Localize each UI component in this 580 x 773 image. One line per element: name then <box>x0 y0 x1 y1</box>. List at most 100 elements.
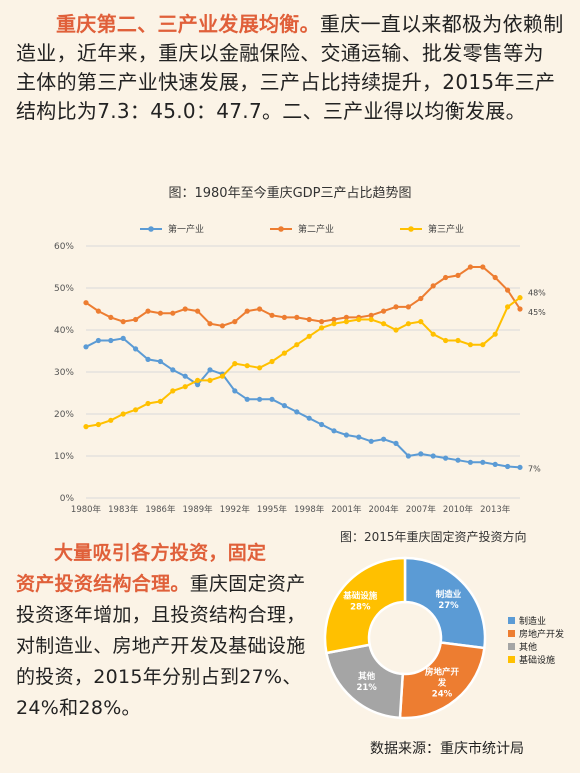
data-point <box>120 335 126 341</box>
chart1-title: 图：1980年至今重庆GDP三产占比趋势图 <box>168 186 412 201</box>
x-tick-label: 1998年 <box>294 504 325 515</box>
data-point <box>281 350 287 356</box>
data-point <box>356 316 362 323</box>
legend-marker <box>148 226 154 232</box>
data-point <box>306 333 312 339</box>
data-point <box>157 310 163 316</box>
legend-label: 房地产开发 <box>519 630 565 640</box>
data-point <box>207 321 213 327</box>
donut-slice-label: 基础设施 28% <box>342 591 378 613</box>
data-point <box>232 361 238 367</box>
data-point <box>356 434 362 440</box>
donut-slice-label: 房地产开发 24% <box>425 667 460 700</box>
donut-slice <box>398 641 486 720</box>
investment-donut-chart: 制造业 27% 房地产开发 24% 其他 21% 基础设施 28% <box>323 556 487 720</box>
data-point <box>517 295 523 301</box>
data-point <box>95 337 101 344</box>
data-point <box>306 415 312 421</box>
data-point <box>182 384 188 390</box>
data-point <box>157 398 163 404</box>
data-point <box>219 373 225 379</box>
data-point <box>120 319 126 325</box>
data-point <box>505 304 511 310</box>
data-point <box>480 342 486 348</box>
data-source: 数据来源：重庆市统计局 <box>370 741 524 757</box>
data-point <box>343 432 349 438</box>
donut-slice <box>323 556 407 655</box>
data-point <box>195 308 201 314</box>
data-point <box>120 411 126 417</box>
data-point <box>219 323 225 329</box>
legend-marker <box>278 226 284 232</box>
data-point <box>393 440 399 446</box>
x-tick-label: 2004年 <box>369 504 400 515</box>
data-point <box>368 316 374 323</box>
data-point <box>257 396 263 402</box>
legend-label: 第三产业 <box>428 223 464 235</box>
series-line <box>85 266 521 327</box>
investment-highlight-line1: 大量吸引各方投资，固定 <box>54 542 267 564</box>
legend-label: 其他 <box>519 643 538 653</box>
data-point <box>182 306 188 312</box>
series-line <box>85 296 521 428</box>
data-point <box>83 344 89 350</box>
data-point <box>170 367 176 373</box>
data-point <box>418 319 424 325</box>
legend-label: 第二产业 <box>298 223 334 235</box>
data-point <box>207 367 213 373</box>
data-point <box>95 308 101 314</box>
series-end-label: 7% <box>528 464 541 473</box>
data-point <box>195 382 201 388</box>
series-end-label: 48% <box>528 289 546 298</box>
data-point <box>319 325 325 331</box>
data-point <box>133 316 139 323</box>
data-point <box>232 388 238 394</box>
data-point <box>207 377 213 383</box>
data-point <box>294 342 300 348</box>
x-tick-label: 2007年 <box>406 504 437 515</box>
data-point <box>95 421 101 428</box>
data-point <box>492 331 498 337</box>
investment-paragraph: 大量吸引各方投资，固定 资产投资结构合理。重庆固定资产投资逐年增加，且投资结构合理… <box>16 538 314 724</box>
data-point <box>257 306 263 312</box>
donut-slice-label: 制造业 27% <box>436 589 462 611</box>
legend-swatch <box>508 617 515 624</box>
data-point <box>244 363 250 369</box>
data-point <box>281 403 287 409</box>
donut-legend-item: 制造业 <box>508 614 564 627</box>
x-tick-label: 1995年 <box>257 504 288 515</box>
data-point <box>467 342 473 348</box>
data-point <box>381 308 387 314</box>
donut-slice-label: 其他 21% <box>356 671 377 693</box>
data-point <box>430 453 436 459</box>
series-end-label: 45% <box>528 308 546 317</box>
y-tick-label: 0% <box>60 494 75 504</box>
data-point <box>418 295 424 302</box>
data-point <box>368 438 374 444</box>
legend-label: 制造业 <box>519 617 547 627</box>
data-point <box>145 308 151 314</box>
legend-swatch <box>508 643 515 650</box>
x-tick-label: 2010年 <box>443 504 474 515</box>
data-point <box>182 373 188 379</box>
data-point <box>145 356 151 362</box>
data-point <box>108 337 114 344</box>
data-point <box>505 287 511 293</box>
data-point <box>170 388 176 394</box>
data-point <box>331 316 337 323</box>
legend-swatch <box>508 630 515 637</box>
data-point <box>393 327 399 333</box>
y-tick-label: 30% <box>54 368 74 378</box>
data-point <box>244 396 250 402</box>
data-point <box>430 283 436 289</box>
data-point <box>455 457 461 463</box>
data-point <box>405 453 411 459</box>
data-point <box>517 306 523 312</box>
data-point <box>133 346 139 352</box>
intro-paragraph: 重庆第二、三产业发展均衡。重庆一直以来都极为依赖制造业，近年来，重庆以金融保险、… <box>16 10 564 126</box>
data-point <box>331 428 337 434</box>
y-tick-label: 50% <box>54 284 74 294</box>
data-point <box>492 461 498 467</box>
data-point <box>83 424 89 430</box>
x-tick-label: 1983年 <box>108 504 139 515</box>
